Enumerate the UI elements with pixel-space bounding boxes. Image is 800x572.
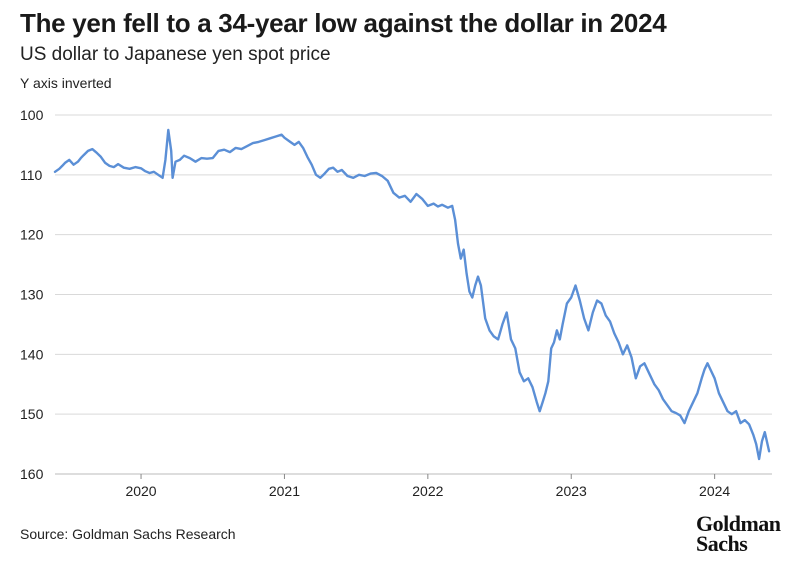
- x-axis-ticks: 2020 2021 2022 2023 2024: [125, 474, 730, 499]
- chart-title: The yen fell to a 34-year low against th…: [20, 8, 667, 38]
- logo-line-2: Sachs: [696, 531, 748, 556]
- y-tick-label: 120: [20, 227, 44, 243]
- chart-subtitle: US dollar to Japanese yen spot price: [20, 44, 331, 65]
- x-tick-label: 2022: [412, 483, 443, 499]
- axis-note: Y axis inverted: [20, 75, 112, 91]
- y-tick-label: 110: [20, 167, 43, 183]
- source-note: Source: Goldman Sachs Research: [20, 526, 236, 542]
- y-tick-label: 130: [20, 287, 44, 303]
- x-tick-label: 2021: [269, 483, 300, 499]
- y-tick-label: 140: [20, 346, 44, 362]
- x-tick-label: 2020: [125, 483, 156, 499]
- goldman-sachs-logo: Goldman Sachs: [696, 511, 781, 556]
- gridlines: [55, 114, 772, 475]
- y-tick-label: 160: [20, 466, 44, 482]
- logo-line-1: Goldman: [696, 511, 781, 536]
- x-tick-label: 2023: [556, 483, 587, 499]
- y-tick-label: 100: [20, 107, 44, 123]
- x-tick-label: 2024: [699, 483, 730, 499]
- y-axis-ticks: 100 110 120 130 140 150 160: [20, 107, 44, 482]
- y-tick-label: 150: [20, 406, 44, 422]
- usd-jpy-series-line: [53, 128, 771, 461]
- series-layer: [53, 128, 771, 461]
